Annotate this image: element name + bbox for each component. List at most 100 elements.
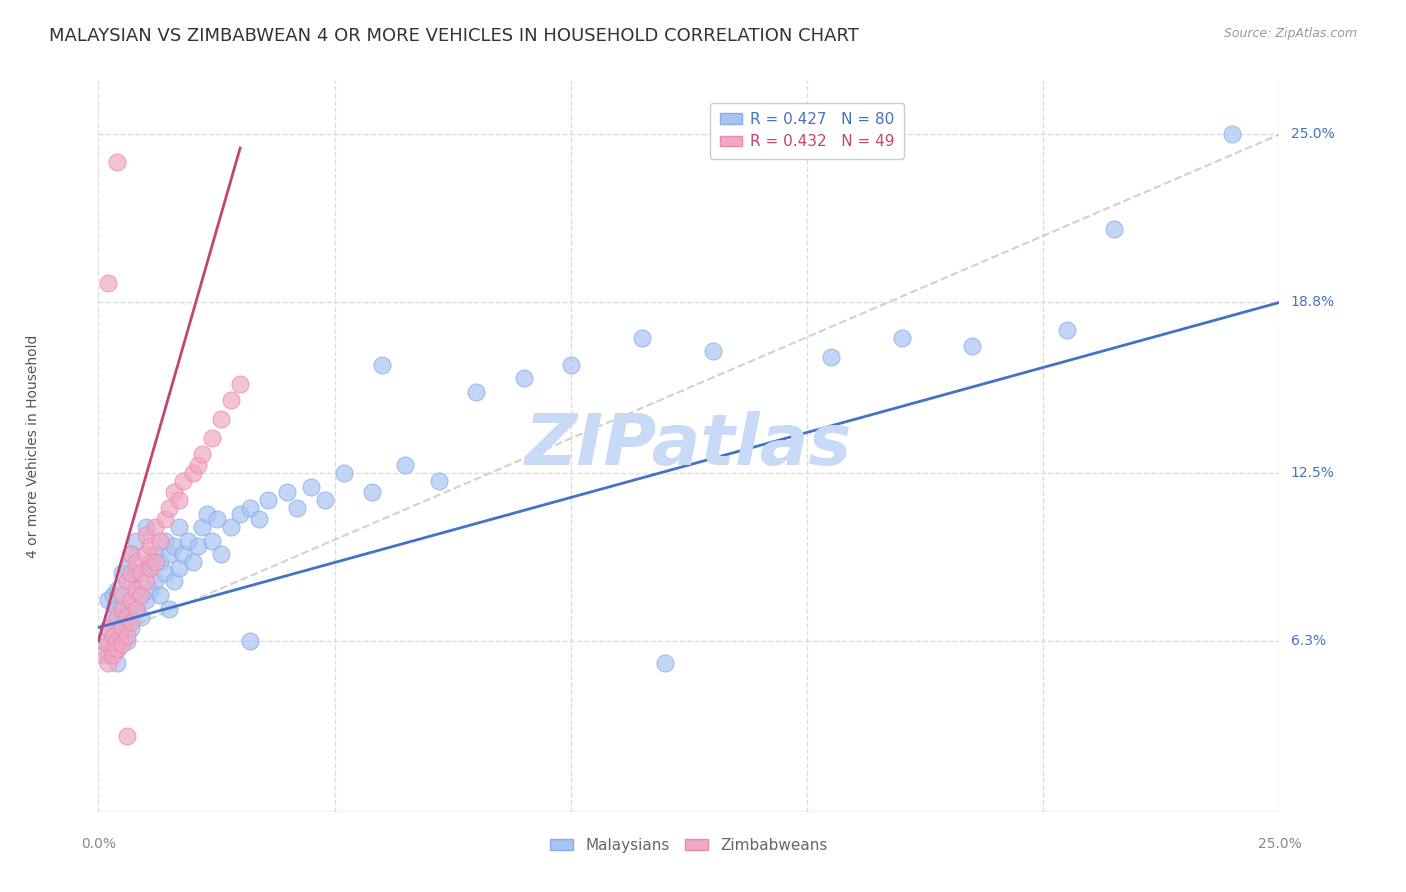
Point [115, 609, 138, 624]
Point [105, 154, 128, 169]
Point [121, 620, 143, 634]
Point [125, 533, 148, 548]
Point [427, 474, 450, 488]
Point [125, 566, 148, 581]
Point [101, 609, 124, 624]
Point [157, 501, 180, 516]
Point [101, 648, 124, 662]
Point [111, 637, 134, 651]
Point [201, 533, 224, 548]
Point [105, 582, 128, 597]
Point [890, 331, 912, 345]
Point [129, 588, 152, 602]
Point [105, 609, 128, 624]
Point [187, 458, 209, 472]
Point [654, 656, 676, 670]
Point [111, 588, 134, 602]
Point [153, 566, 176, 581]
Point [139, 582, 162, 597]
Point [111, 620, 134, 634]
Point [181, 556, 204, 570]
Point [115, 609, 138, 624]
Point [121, 593, 143, 607]
Point [333, 466, 356, 480]
Point [167, 561, 190, 575]
Point [191, 447, 214, 461]
Point [97, 637, 120, 651]
Point [247, 512, 270, 526]
Point [163, 539, 186, 553]
Point [172, 474, 194, 488]
Point [820, 350, 842, 364]
Point [219, 520, 242, 534]
Point [111, 601, 134, 615]
Point [239, 634, 262, 648]
Point [97, 277, 120, 291]
Point [229, 376, 252, 391]
Point [101, 588, 124, 602]
Point [1220, 128, 1243, 142]
Point [129, 588, 152, 602]
Point [181, 466, 204, 480]
Point [167, 520, 190, 534]
Point [465, 384, 488, 399]
Point [115, 574, 138, 589]
Text: ZIPatlas: ZIPatlas [526, 411, 852, 481]
Point [257, 493, 280, 508]
Point [111, 566, 134, 581]
Point [91, 634, 114, 648]
Point [1102, 222, 1125, 236]
Point [97, 593, 120, 607]
Point [111, 601, 134, 615]
Point [125, 556, 148, 570]
Point [163, 574, 186, 589]
Point [105, 642, 128, 657]
Text: 12.5%: 12.5% [1291, 467, 1334, 480]
Point [97, 656, 120, 670]
Point [135, 593, 157, 607]
Point [135, 561, 157, 575]
Point [962, 339, 984, 353]
Point [129, 609, 152, 624]
Point [121, 566, 143, 581]
Point [209, 547, 232, 561]
Point [125, 582, 148, 597]
Point [371, 358, 394, 372]
Point [91, 648, 114, 662]
Point [135, 520, 157, 534]
Point [97, 648, 120, 662]
Point [143, 547, 166, 561]
Point [105, 601, 128, 615]
Point [1056, 322, 1078, 336]
Legend: Malaysians, Zimbabweans: Malaysians, Zimbabweans [544, 831, 834, 859]
Point [149, 588, 172, 602]
Point [239, 501, 262, 516]
Point [139, 561, 162, 575]
Point [219, 392, 242, 407]
Point [167, 493, 190, 508]
Point [121, 593, 143, 607]
Point [101, 629, 124, 643]
Point [153, 512, 176, 526]
Point [285, 501, 308, 516]
Point [172, 547, 194, 561]
Point [121, 547, 143, 561]
Point [101, 642, 124, 657]
Text: 0.0%: 0.0% [82, 837, 115, 851]
Point [702, 344, 724, 359]
Point [361, 485, 384, 500]
Point [157, 547, 180, 561]
Point [149, 533, 172, 548]
Point [105, 642, 128, 657]
Point [97, 620, 120, 634]
Point [149, 556, 172, 570]
Point [205, 512, 228, 526]
Point [630, 331, 652, 345]
Point [101, 629, 124, 643]
Point [209, 412, 232, 426]
Point [187, 539, 209, 553]
Point [125, 601, 148, 615]
Point [195, 507, 218, 521]
Point [105, 634, 128, 648]
Point [143, 520, 166, 534]
